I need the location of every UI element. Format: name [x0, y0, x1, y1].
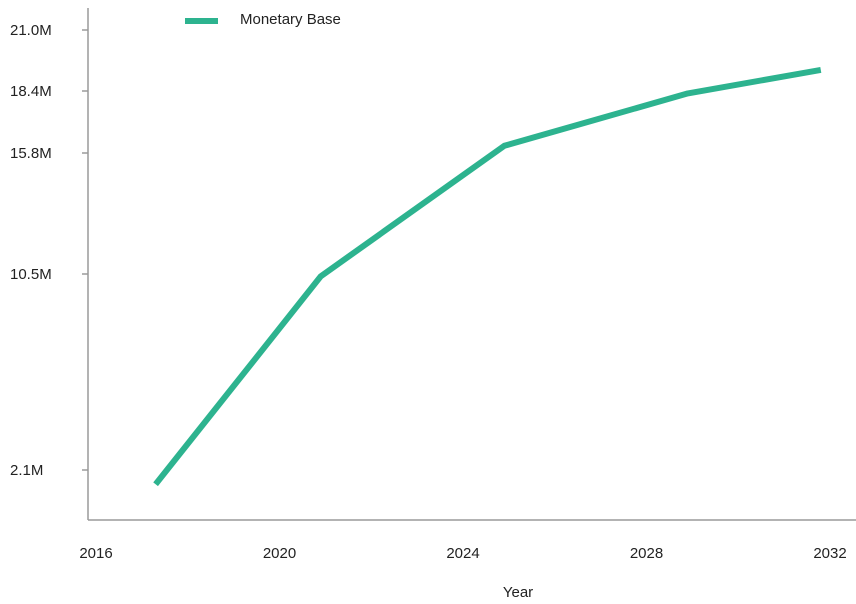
series-line-monetary-base [153, 66, 822, 487]
y-ticks: 2.1M 10.5M 15.8M 18.4M 21.0M [10, 22, 88, 479]
axes [87, 8, 856, 521]
legend: Monetary Base [185, 11, 341, 28]
y-tick-label: 18.4M [10, 83, 52, 100]
y-tick-label: 10.5M [10, 266, 52, 283]
x-tick-label: 2024 [446, 545, 479, 562]
series-layer [153, 66, 822, 487]
x-ticks: 2016 2020 2024 2028 2032 [79, 545, 846, 562]
legend-label-monetary-base: Monetary Base [240, 11, 341, 28]
x-tick-label: 2016 [79, 545, 112, 562]
x-axis-title: Year [503, 584, 533, 601]
x-tick-label: 2020 [263, 545, 296, 562]
y-tick-label: 21.0M [10, 22, 52, 39]
y-tick-label: 15.8M [10, 145, 52, 162]
x-tick-label: 2028 [630, 545, 663, 562]
x-tick-label: 2032 [813, 545, 846, 562]
y-tick-label: 2.1M [10, 462, 43, 479]
